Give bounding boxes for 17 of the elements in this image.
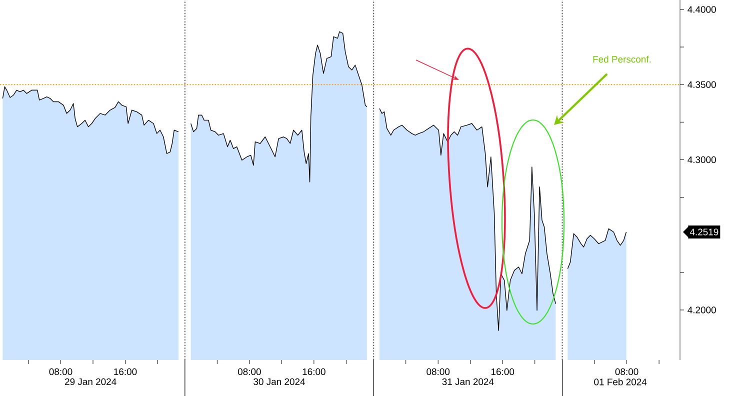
- y-tick-label: 4.3500: [688, 81, 716, 88]
- x2-tick-label: 31 Jan 2024: [442, 378, 494, 386]
- x-tick-label: 16:00: [491, 368, 514, 376]
- x-tick-label: 16:00: [114, 368, 137, 376]
- text: 4.2519: [690, 228, 718, 236]
- y-tick-label: 4.3000: [688, 156, 716, 164]
- x2-tick-label: 30 Jan 2024: [254, 378, 306, 386]
- x-tick-label: 08:00: [615, 368, 638, 376]
- x-tick-label: 08:00: [238, 368, 261, 376]
- y-tick-label: 4.4000: [688, 6, 716, 13]
- annotation: Fed Persconf.: [593, 56, 651, 63]
- y-tick-label: 4.2000: [688, 306, 716, 314]
- x2-tick-label: 29 Jan 2024: [65, 378, 116, 386]
- x-tick-label: 08:00: [49, 368, 72, 376]
- x2-tick-label: 01 Feb 2024: [594, 378, 647, 386]
- x-tick-label: 16:00: [302, 368, 326, 376]
- x-tick-label: 08:00: [426, 368, 450, 376]
